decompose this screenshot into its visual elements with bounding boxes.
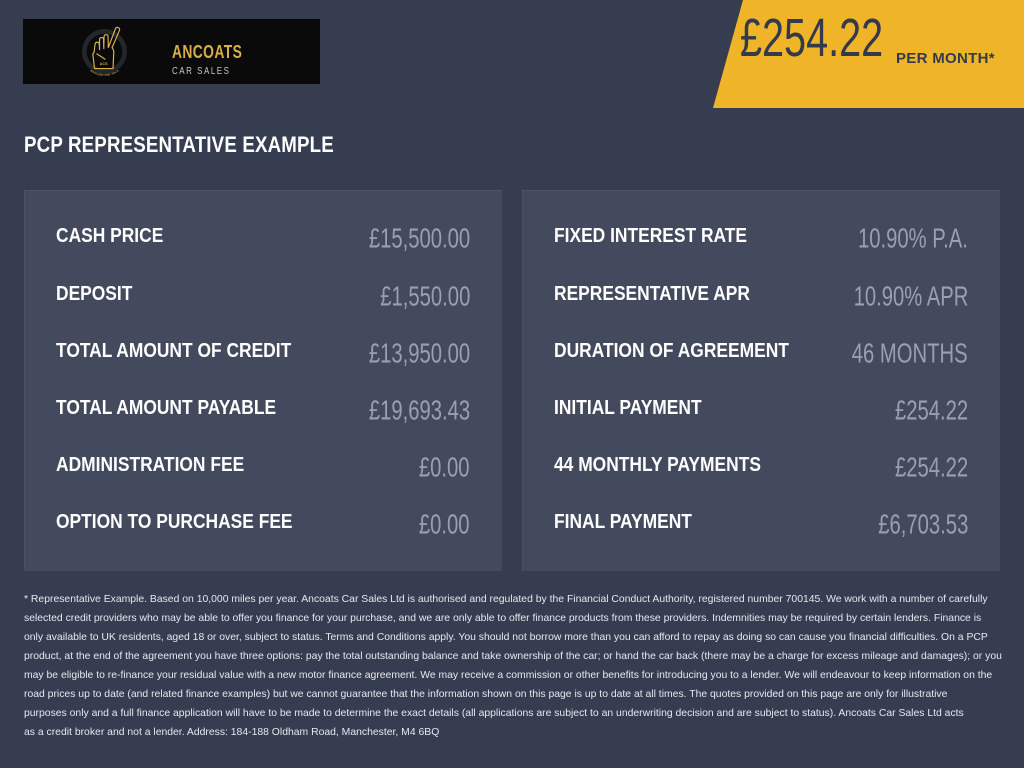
svg-text:ACS: ACS bbox=[100, 62, 109, 66]
